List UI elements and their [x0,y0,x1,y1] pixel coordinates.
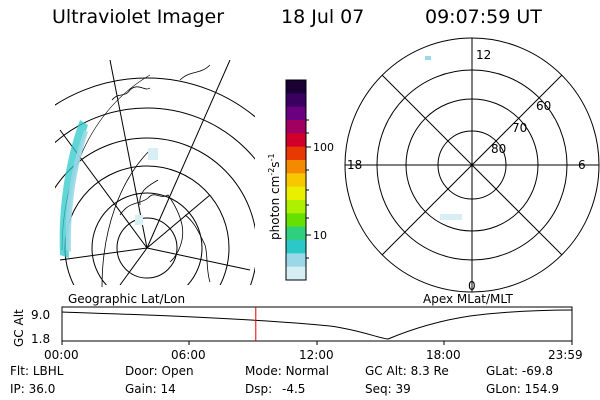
mlt-label-0: 0 [468,279,476,293]
info-gain: Gain: 14 [125,382,176,396]
orbit-xtick-2359: 23:59 [548,348,583,362]
color-scale-label: photon cm-2s-1 [267,153,282,240]
info-glon: GLon: 154.9 [486,382,559,396]
orbit-plot-frame [61,306,573,342]
mlt-label-12: 12 [476,48,491,62]
orbit-ytick-min: 1.8 [31,332,50,346]
color-scale-band [286,213,306,228]
color-scale-band [286,160,306,174]
orbit-x-ticks [61,341,573,345]
info-flt: Flt: LBHL [10,364,64,378]
color-scale-band [286,133,306,148]
polar-mlt-plot [344,37,600,293]
color-scale-band [286,120,306,134]
mlat-label-80: 80 [491,142,506,156]
aurora-emission-left [59,120,158,258]
info-door: Door: Open [125,364,194,378]
right-map-caption: Apex MLat/MLT [423,292,513,306]
color-scale-band [286,80,306,94]
left-map-caption: Geographic Lat/Lon [68,292,186,306]
orbit-ylabel: GC Alt [12,309,26,347]
color-scale-band [286,93,306,108]
color-scale-ticks [306,119,311,259]
mlt-label-18: 18 [347,158,362,172]
mlat-label-60: 60 [536,99,551,113]
info-dsp: Dsp: -4.5 [245,382,306,396]
info-ip: IP: 36.0 [10,382,56,396]
date-label: 18 Jul 07 [281,6,365,28]
color-scale-band [286,240,306,254]
color-scale-band [286,186,306,201]
color-scale-band [286,173,306,188]
geographic-map [55,60,255,288]
color-scale-band [286,226,306,241]
info-glat: GLat: -69.8 [486,364,553,378]
orbit-xtick-1800: 18:00 [426,348,461,362]
color-scale-bar [286,80,306,281]
mlt-label-6: 6 [578,158,586,172]
color-scale-band [286,253,306,268]
app-title: Ultraviolet Imager [52,6,225,28]
mlat-label-70: 70 [512,121,527,135]
orbit-xtick-0600: 06:00 [171,348,206,362]
color-scale-band [286,266,306,281]
color-scale-tick-100: 100 [313,141,334,154]
color-scale-frame [285,79,307,281]
info-seq: Seq: 39 [365,382,411,396]
orbit-altitude-curve [61,309,573,340]
color-scale-band [286,106,306,121]
info-gc-alt: GC Alt: 8.3 Re [365,364,449,378]
color-scale-band [286,200,306,214]
info-mode: Mode: Normal [245,364,329,378]
orbit-xtick-1200: 12:00 [299,348,334,362]
time-label: 09:07:59 UT [425,6,542,28]
aurora-emission-right [425,56,462,220]
orbit-ytick-max: 9.0 [31,308,50,322]
color-scale-band [286,146,306,161]
orbit-xtick-0000: 00:00 [44,348,79,362]
color-scale-tick-10: 10 [313,229,327,242]
